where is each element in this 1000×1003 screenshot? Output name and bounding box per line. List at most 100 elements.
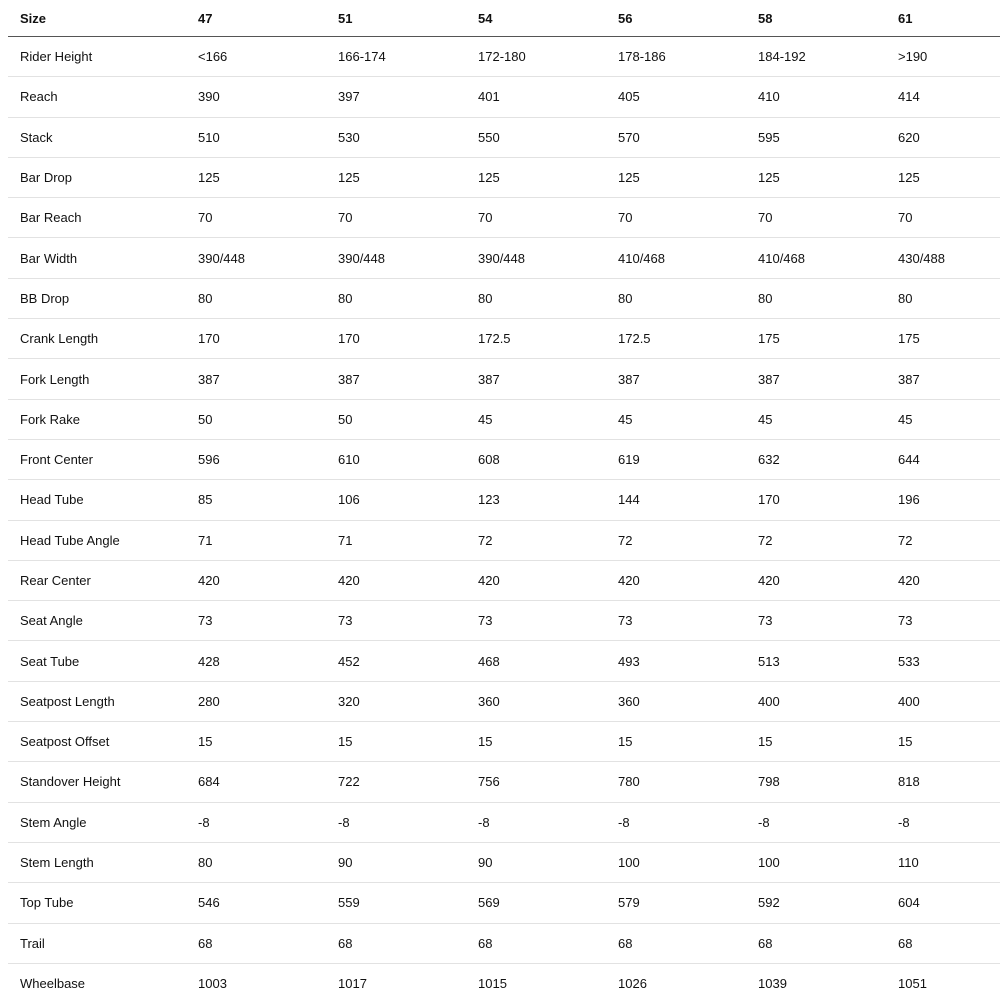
table-cell: 73 bbox=[746, 601, 886, 641]
table-cell: 493 bbox=[606, 641, 746, 681]
table-cell: 320 bbox=[326, 681, 466, 721]
table-cell: 452 bbox=[326, 641, 466, 681]
row-label: Trail bbox=[8, 923, 186, 963]
table-cell: 400 bbox=[746, 681, 886, 721]
table-cell: 420 bbox=[886, 560, 1000, 600]
table-cell: 90 bbox=[326, 842, 466, 882]
table-cell: 360 bbox=[606, 681, 746, 721]
table-cell: 71 bbox=[186, 520, 326, 560]
table-cell: 15 bbox=[326, 722, 466, 762]
table-cell: 15 bbox=[746, 722, 886, 762]
table-cell: 70 bbox=[746, 198, 886, 238]
row-label: Bar Reach bbox=[8, 198, 186, 238]
table-cell: 595 bbox=[746, 117, 886, 157]
table-cell: 50 bbox=[326, 399, 466, 439]
table-cell: 387 bbox=[186, 359, 326, 399]
row-label: Seatpost Length bbox=[8, 681, 186, 721]
table-cell: 1026 bbox=[606, 963, 746, 1003]
row-label: Stem Angle bbox=[8, 802, 186, 842]
table-cell: 632 bbox=[746, 439, 886, 479]
table-cell: 72 bbox=[606, 520, 746, 560]
table-cell: 80 bbox=[746, 278, 886, 318]
table-cell: 125 bbox=[326, 157, 466, 197]
table-cell: 405 bbox=[606, 77, 746, 117]
table-cell: 170 bbox=[746, 480, 886, 520]
table-cell: 68 bbox=[886, 923, 1000, 963]
table-cell: 530 bbox=[326, 117, 466, 157]
table-cell: 596 bbox=[186, 439, 326, 479]
table-cell: 125 bbox=[886, 157, 1000, 197]
table-cell: 15 bbox=[466, 722, 606, 762]
row-label: Seat Tube bbox=[8, 641, 186, 681]
table-cell: 125 bbox=[606, 157, 746, 197]
table-cell: 73 bbox=[886, 601, 1000, 641]
table-cell: 569 bbox=[466, 883, 606, 923]
table-cell: 68 bbox=[746, 923, 886, 963]
table-cell: 410/468 bbox=[746, 238, 886, 278]
table-cell: 420 bbox=[466, 560, 606, 600]
header-cell: 51 bbox=[326, 0, 466, 37]
table-cell: 68 bbox=[186, 923, 326, 963]
table-cell: 106 bbox=[326, 480, 466, 520]
table-cell: 71 bbox=[326, 520, 466, 560]
table-cell: 72 bbox=[746, 520, 886, 560]
table-cell: 15 bbox=[186, 722, 326, 762]
table-cell: 420 bbox=[746, 560, 886, 600]
table-cell: <166 bbox=[186, 37, 326, 77]
table-cell: 1039 bbox=[746, 963, 886, 1003]
table-cell: 414 bbox=[886, 77, 1000, 117]
table-cell: 170 bbox=[326, 319, 466, 359]
table-cell: 100 bbox=[746, 842, 886, 882]
table-cell: 170 bbox=[186, 319, 326, 359]
table-cell: 1015 bbox=[466, 963, 606, 1003]
table-cell: -8 bbox=[326, 802, 466, 842]
table-cell: 70 bbox=[606, 198, 746, 238]
table-cell: 73 bbox=[326, 601, 466, 641]
table-cell: 125 bbox=[466, 157, 606, 197]
table-cell: 1051 bbox=[886, 963, 1000, 1003]
table-cell: 780 bbox=[606, 762, 746, 802]
row-label: Reach bbox=[8, 77, 186, 117]
table-cell: 90 bbox=[466, 842, 606, 882]
table-cell: 756 bbox=[466, 762, 606, 802]
table-cell: 722 bbox=[326, 762, 466, 802]
table-cell: 172.5 bbox=[606, 319, 746, 359]
table-cell: -8 bbox=[746, 802, 886, 842]
table-cell: 390/448 bbox=[466, 238, 606, 278]
row-label: Stack bbox=[8, 117, 186, 157]
table-cell: 70 bbox=[186, 198, 326, 238]
table-cell: 184-192 bbox=[746, 37, 886, 77]
row-label: Top Tube bbox=[8, 883, 186, 923]
table-cell: 72 bbox=[886, 520, 1000, 560]
table-cell: 125 bbox=[186, 157, 326, 197]
row-label: Fork Rake bbox=[8, 399, 186, 439]
table-cell: 175 bbox=[746, 319, 886, 359]
row-label: Seat Angle bbox=[8, 601, 186, 641]
table-cell: 390 bbox=[186, 77, 326, 117]
table-cell: 80 bbox=[326, 278, 466, 318]
row-label: Head Tube bbox=[8, 480, 186, 520]
table-cell: 550 bbox=[466, 117, 606, 157]
table-cell: 390/448 bbox=[186, 238, 326, 278]
table-cell: 608 bbox=[466, 439, 606, 479]
table-cell: 172-180 bbox=[466, 37, 606, 77]
table-cell: 45 bbox=[886, 399, 1000, 439]
table-cell: 166-174 bbox=[326, 37, 466, 77]
table-cell: 178-186 bbox=[606, 37, 746, 77]
table-cell: 70 bbox=[326, 198, 466, 238]
table-cell: 546 bbox=[186, 883, 326, 923]
table-cell: 172.5 bbox=[466, 319, 606, 359]
